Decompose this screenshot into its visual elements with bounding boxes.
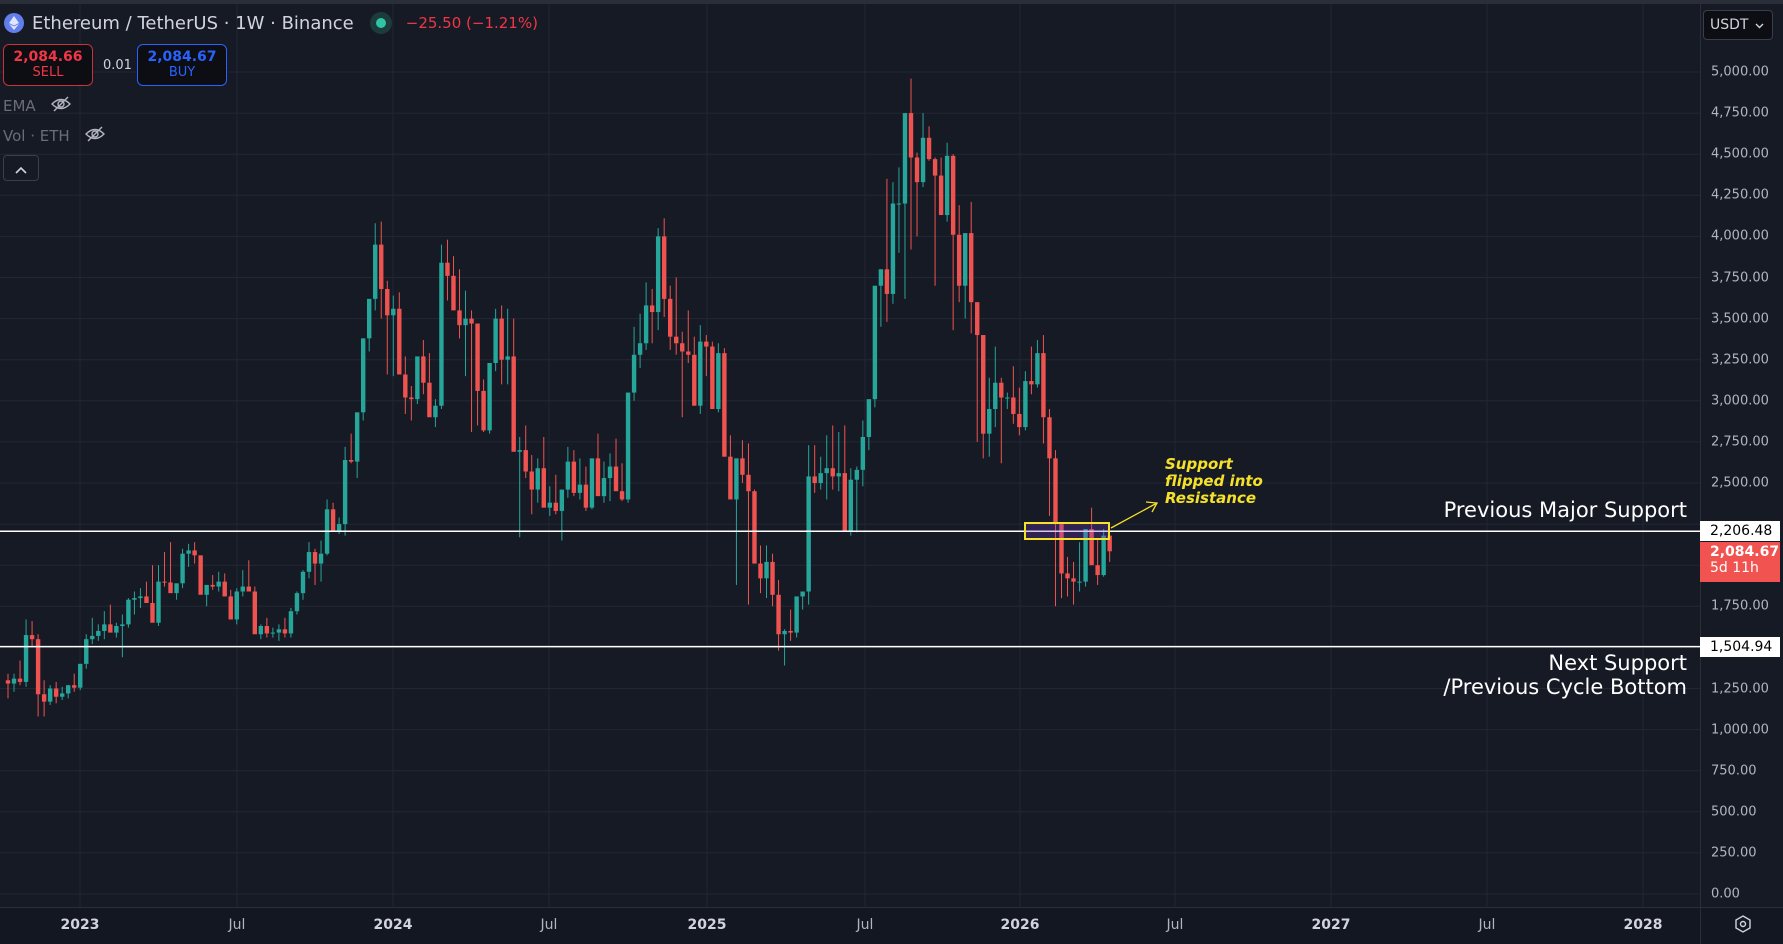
- buy-label: BUY: [168, 65, 196, 80]
- time-tick-label: 2025: [687, 917, 727, 933]
- price-tick-label: 0.00: [1711, 886, 1740, 902]
- eye-hidden-icon[interactable]: [50, 96, 72, 116]
- flip-line1: Support: [1165, 455, 1233, 473]
- price-tick-label: 1,250.00: [1711, 681, 1769, 696]
- indicator-ema[interactable]: EMA: [3, 96, 72, 116]
- symbol-title[interactable]: Ethereum / TetherUS · 1W · Binance: [32, 12, 354, 34]
- resistance-price-tag: 2,206.48: [1700, 521, 1780, 541]
- time-tick-label: 2028: [1623, 917, 1663, 933]
- sell-button[interactable]: 2,084.66 SELL: [3, 44, 93, 86]
- sell-price: 2,084.66: [13, 49, 83, 65]
- trade-panel: 2,084.66 SELL 0.01 2,084.67 BUY: [3, 44, 227, 86]
- eye-hidden-icon[interactable]: [84, 126, 106, 146]
- price-tick-label: 250.00: [1711, 845, 1757, 861]
- time-tick-label: Jul: [856, 917, 874, 933]
- indicator-volume[interactable]: Vol · ETH: [3, 126, 106, 146]
- chevron-down-icon: [1755, 17, 1764, 33]
- flip-line3: Resistance: [1165, 489, 1257, 507]
- price-tick-label: 500.00: [1711, 804, 1757, 820]
- price-tick-label: 3,750.00: [1711, 270, 1769, 285]
- window-top-bar: [0, 0, 1783, 4]
- price-tick-label: 2,500.00: [1711, 475, 1769, 491]
- bar-countdown: 5d 11h: [1710, 560, 1759, 576]
- ethereum-icon: [4, 13, 24, 33]
- price-tick-label: 4,500.00: [1711, 146, 1769, 162]
- price-tick-label: 4,250.00: [1711, 187, 1769, 203]
- time-tick-label: Jul: [540, 917, 558, 933]
- time-tick-label: 2027: [1311, 917, 1351, 933]
- time-axis[interactable]: 2023 Jul 2024 Jul 2025 Jul 2026 Jul 2027 Jul 2028: [0, 907, 1700, 944]
- currency-value: USDT: [1710, 17, 1749, 33]
- time-tick-label: 2024: [373, 917, 413, 933]
- spread-value: 0.01: [103, 57, 132, 73]
- candles: [5, 78, 1112, 717]
- collapse-legend-button[interactable]: [3, 155, 39, 181]
- time-tick-label: Jul: [228, 917, 246, 933]
- time-tick-label: 2023: [60, 917, 100, 933]
- arrow-icon: [1110, 501, 1159, 529]
- support-price-tag: 1,504.94: [1700, 637, 1780, 657]
- symbol-legend: Ethereum / TetherUS · 1W · Binance −25.5…: [4, 12, 538, 34]
- price-tick-label: 3,250.00: [1711, 352, 1769, 368]
- price-tick-label: 750.00: [1711, 763, 1757, 779]
- time-tick-label: Jul: [1166, 917, 1184, 933]
- indicator-volume-label: Vol · ETH: [3, 127, 70, 145]
- price-tick-label: 3,500.00: [1711, 311, 1769, 327]
- flip-line2: flipped into: [1165, 472, 1263, 490]
- price-tick-label: 5,000.00: [1711, 64, 1769, 80]
- price-axis[interactable]: 0.00 250.00 500.00 750.00 1,000.00 1,250.00 1,…: [1700, 4, 1783, 907]
- chart-grid: [0, 4, 1700, 907]
- horizontal-lines[interactable]: [0, 530, 1700, 648]
- settings-icon: [1733, 914, 1753, 938]
- price-tick-label: 4,750.00: [1711, 105, 1769, 121]
- candlestick-chart[interactable]: [0, 4, 1700, 907]
- previous-major-support-label[interactable]: Previous Major Support: [1443, 498, 1687, 522]
- price-change: −25.50 (−1.21%): [405, 14, 538, 32]
- price-tick-label: 1,000.00: [1711, 722, 1769, 738]
- flip-annotation[interactable]: Support flipped into Resistance: [1165, 456, 1263, 507]
- chevron-up-icon: [15, 159, 27, 178]
- time-tick-label: Jul: [1478, 917, 1496, 933]
- chart-settings-button[interactable]: [1700, 907, 1783, 944]
- last-price: 2,084.67: [1710, 544, 1780, 560]
- next-support-line1: Next Support: [1548, 651, 1687, 675]
- next-support-line2: /Previous Cycle Bottom: [1443, 675, 1687, 699]
- price-tick-label: 2,750.00: [1711, 434, 1769, 450]
- sell-label: SELL: [32, 65, 64, 80]
- next-support-label[interactable]: Next Support /Previous Cycle Bottom: [1443, 651, 1687, 699]
- buy-button[interactable]: 2,084.67 BUY: [137, 44, 227, 86]
- price-tick-label: 1,750.00: [1711, 598, 1769, 614]
- price-tick-label: 4,000.00: [1711, 228, 1769, 244]
- highlight-box[interactable]: [1024, 522, 1110, 540]
- price-tick-label: 3,000.00: [1711, 393, 1769, 409]
- buy-price: 2,084.67: [147, 49, 217, 65]
- market-status-icon[interactable]: [369, 12, 392, 34]
- currency-select[interactable]: USDT: [1703, 10, 1773, 40]
- indicator-ema-label: EMA: [3, 97, 36, 115]
- last-price-tag: 2,084.67 5d 11h: [1700, 542, 1780, 582]
- time-tick-label: 2026: [1000, 917, 1040, 933]
